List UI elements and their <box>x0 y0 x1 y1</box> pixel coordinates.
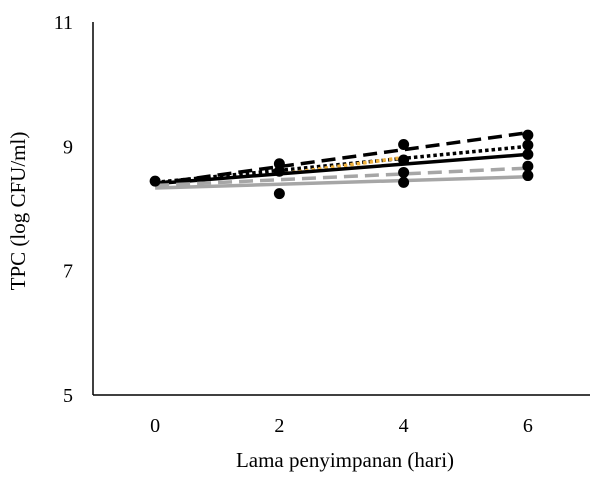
data-point <box>149 175 161 187</box>
y-axis-title: TPC (log CFU/ml) <box>6 132 30 291</box>
y-tick-label: 7 <box>63 261 73 283</box>
data-point <box>522 170 534 182</box>
data-point <box>398 138 410 150</box>
trendline-solid <box>154 152 529 186</box>
data-point <box>398 154 410 166</box>
data-point <box>398 166 410 178</box>
trendline-dotted <box>154 144 529 185</box>
data-point <box>398 176 410 188</box>
x-tick-label: 6 <box>523 415 533 437</box>
trendline-solid <box>155 175 528 190</box>
x-tick-label: 2 <box>274 415 284 437</box>
data-point <box>273 188 285 200</box>
data-point <box>273 158 285 170</box>
y-tick-label: 11 <box>54 12 73 34</box>
x-tick-label: 4 <box>399 415 409 437</box>
data-point <box>522 148 534 160</box>
x-axis-title: Lama penyimpanan (hari) <box>236 448 454 472</box>
y-tick-label: 5 <box>63 385 73 407</box>
data-point <box>522 129 534 141</box>
data-point <box>522 160 534 172</box>
y-tick-label: 9 <box>63 136 73 158</box>
data-point <box>522 139 534 151</box>
x-tick-label: 0 <box>150 415 160 437</box>
